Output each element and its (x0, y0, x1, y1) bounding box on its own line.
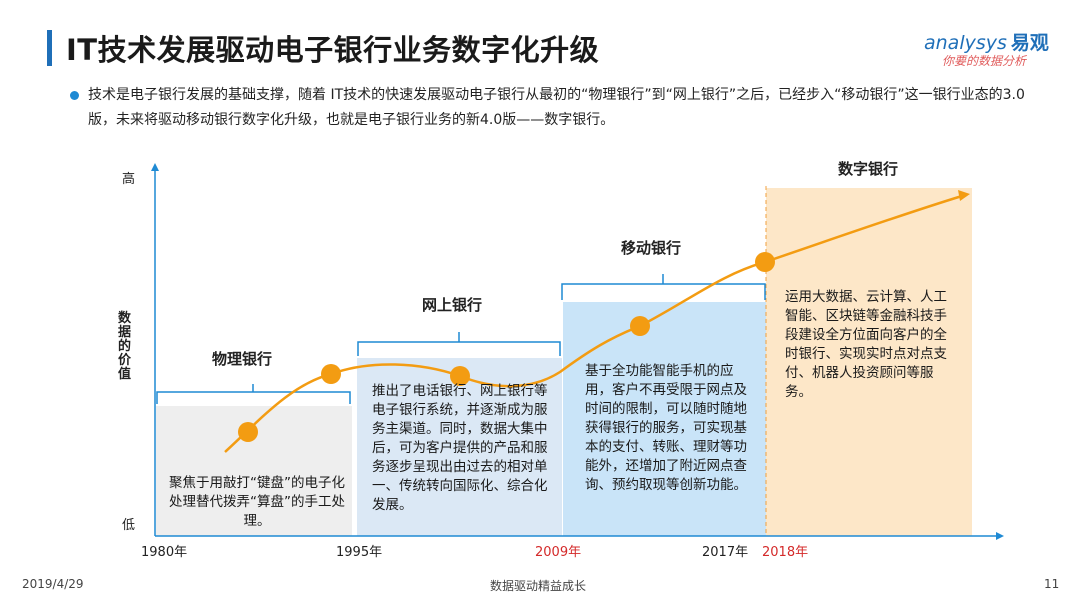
milestone-point-2 (321, 364, 341, 384)
x-axis-arrow (996, 532, 1004, 540)
stage-desc-online: 推出了电话银行、网上银行等电子银行系统，并逐渐成为服务主渠道。同时，数据大集中后… (372, 383, 548, 513)
year-2009: 2009年 (535, 545, 582, 560)
title-accent-bar (47, 30, 52, 66)
brace-physical (156, 384, 351, 404)
stage-title-digital: 数字银行 (838, 160, 899, 178)
bullet-dot (70, 91, 79, 100)
intro-bullet-text: 技术是电子银行发展的基础支撑，随着 IT技术的快速发展驱动电子银行从最初的“物理… (88, 87, 1025, 128)
y-axis-arrow (151, 163, 159, 171)
milestone-point-5 (755, 252, 775, 272)
stage-panel-digital (766, 188, 972, 536)
stage-title-mobile: 移动银行 (621, 239, 682, 257)
page-number: 11 (1044, 577, 1060, 591)
brace-online (357, 332, 561, 356)
logo-brand-cn: 易观 (1010, 32, 1049, 54)
stage-panel-mobile (563, 302, 766, 536)
footer-slogan: 数据驱动精益成长 (490, 579, 587, 593)
stage-title-online: 网上银行 (422, 296, 483, 314)
logo-wordmark: analysys 易观 (924, 28, 1049, 55)
logo-slogan: 你要的数据分析 (942, 54, 1027, 68)
y-axis-low-label: 低 (122, 518, 136, 533)
year-2018: 2018年 (762, 545, 809, 560)
year-1980: 1980年 (141, 545, 188, 560)
y-axis-title: 数据的价值 (118, 311, 132, 382)
footer-date: 2019/4/29 (22, 577, 84, 591)
milestone-point-1 (238, 422, 258, 442)
page-title: IT技术发展驱动电子银行业务数字化升级 (66, 33, 600, 67)
y-axis-high-label: 高 (122, 172, 136, 187)
stage-desc-mobile: 基于全功能智能手机的应用，客户不再受限于网点及时间的限制，可以随时随地获得银行的… (585, 363, 747, 493)
milestone-point-3 (450, 366, 470, 386)
analysys-logo: analysys 易观 你要的数据分析 (924, 28, 1060, 72)
growth-curve-arrow (958, 190, 970, 201)
logo-brand: analysys (924, 32, 1007, 54)
stage-desc-digital: 运用大数据、云计算、人工智能、区块链等金融科技手段建设全方位面向客户的全时银行、… (785, 289, 947, 400)
year-1995: 1995年 (336, 545, 383, 560)
milestone-point-4 (630, 316, 650, 336)
stage-desc-physical: 聚焦于用敲打“键盘”的电子化处理替代拨弄“算盘”的手工处理。 (169, 475, 345, 529)
brace-mobile (561, 274, 766, 300)
stage-panel-online (357, 358, 562, 536)
year-2017: 2017年 (702, 545, 749, 560)
stage-title-physical: 物理银行 (212, 350, 273, 368)
